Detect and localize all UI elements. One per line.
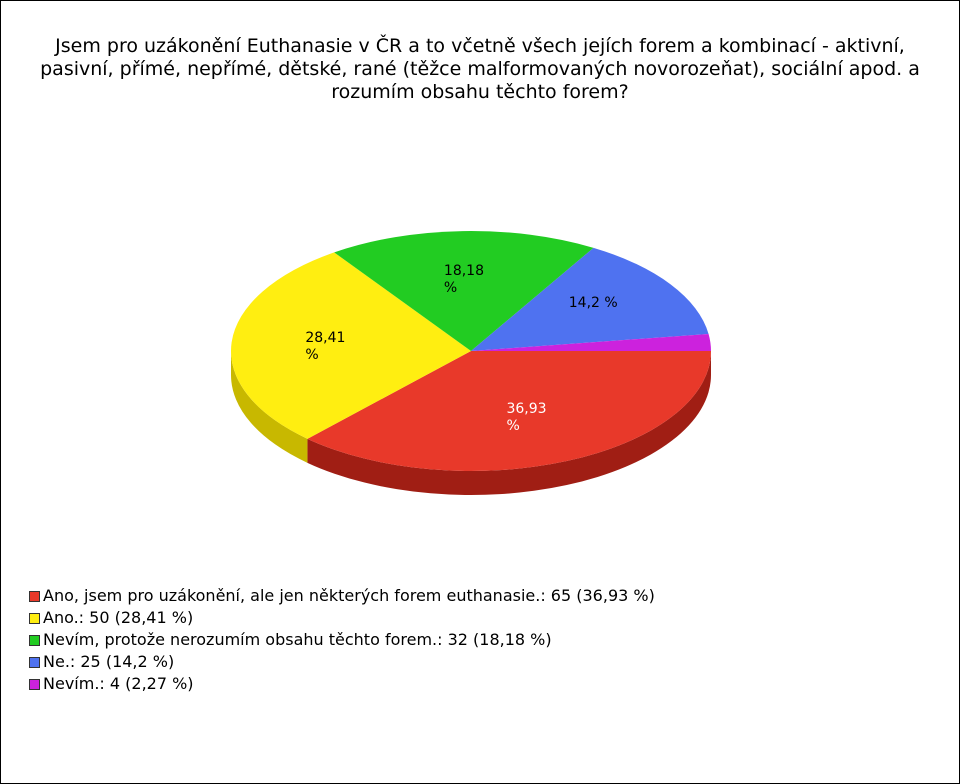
legend-swatch (29, 657, 40, 668)
data-label: 28,41 % (305, 329, 346, 363)
legend-item: Nevím, protože nerozumím obsahu těchto f… (29, 629, 939, 651)
legend-item: Nevím.: 4 (2,27 %) (29, 673, 939, 695)
legend: Ano, jsem pro uzákonění, ale jen některý… (29, 585, 939, 695)
legend-swatch (29, 613, 40, 624)
slice-side (307, 351, 711, 496)
legend-label: Nevím.: 4 (2,27 %) (43, 674, 194, 693)
legend-item: Ne.: 25 (14,2 %) (29, 651, 939, 673)
slice-side (231, 351, 308, 463)
legend-label: Ano.: 50 (28,41 %) (43, 608, 194, 627)
data-label: 14,2 % (568, 295, 618, 311)
slice (334, 231, 594, 351)
legend-item: Ano.: 50 (28,41 %) (29, 607, 939, 629)
chart-title: Jsem pro uzákonění Euthanasie v ČR a to … (40, 35, 920, 103)
legend-item: Ano, jsem pro uzákonění, ale jen některý… (29, 585, 939, 607)
slice (471, 333, 711, 351)
slice (230, 252, 471, 439)
legend-label: Ano, jsem pro uzákonění, ale jen některý… (43, 586, 655, 605)
data-label: 36,93 % (506, 401, 547, 435)
slice (307, 351, 711, 472)
legend-swatch (29, 591, 40, 602)
legend-swatch (29, 679, 40, 690)
legend-label: Ne.: 25 (14,2 %) (43, 652, 175, 671)
legend-label: Nevím, protože nerozumím obsahu těchto f… (43, 630, 552, 649)
legend-swatch (29, 635, 40, 646)
data-label: 18,18 % (443, 263, 484, 297)
slice (471, 247, 709, 351)
